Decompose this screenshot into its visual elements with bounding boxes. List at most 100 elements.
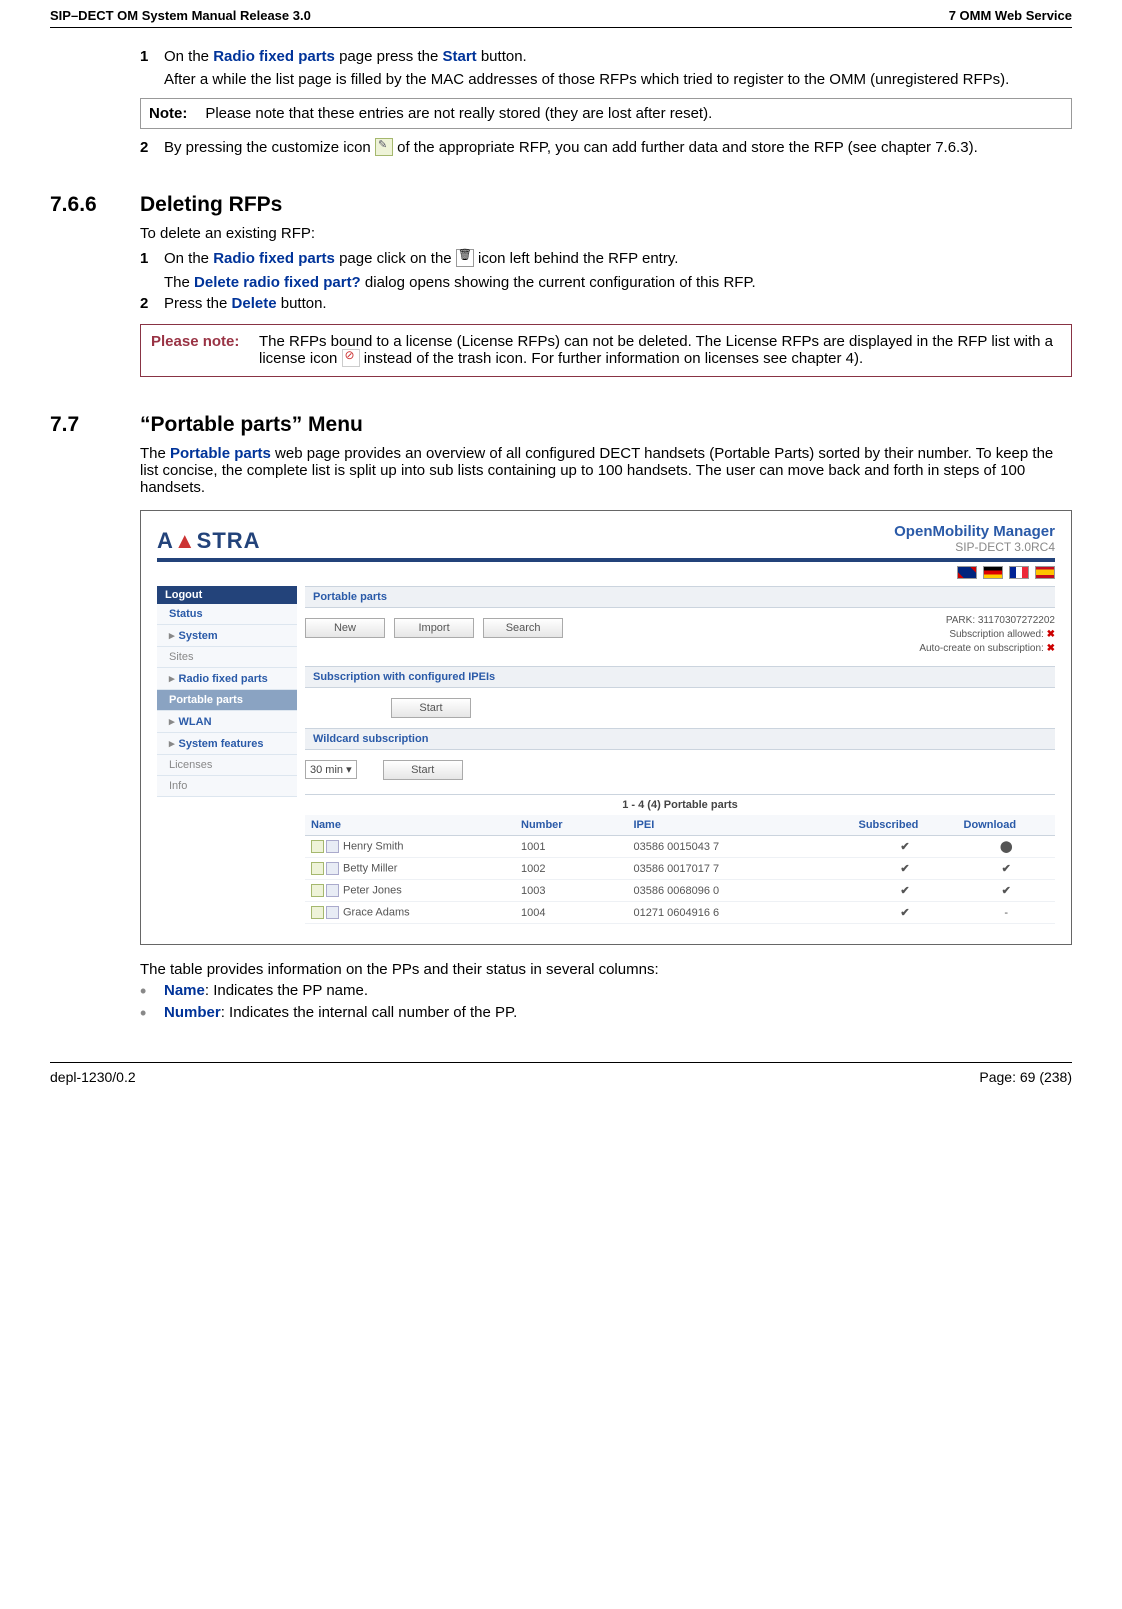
cell-subscribed: ✔ [853, 858, 958, 880]
table-row[interactable]: Peter Jones100303586 0068096 0✔✔ [305, 880, 1055, 902]
sidebar: Logout Status ▸System Sites ▸Radio fixed… [157, 586, 297, 924]
step-body: Press the Delete button. [164, 295, 1072, 312]
language-flags [157, 562, 1055, 586]
text: page click on the [335, 250, 456, 267]
col-name[interactable]: Name [305, 815, 515, 836]
flag-es-icon[interactable] [1035, 566, 1055, 579]
start-button-ref[interactable]: Start [442, 48, 476, 65]
trash-icon[interactable] [326, 862, 339, 875]
table-row[interactable]: Grace Adams100401271 0604916 6✔- [305, 902, 1055, 924]
col-subscribed[interactable]: Subscribed [853, 815, 958, 836]
flag-de-icon[interactable] [983, 566, 1003, 579]
header-right: 7 OMM Web Service [949, 8, 1072, 23]
trash-icon[interactable] [326, 884, 339, 897]
step-subtext: After a while the list page is filled by… [164, 71, 1072, 88]
col-download[interactable]: Download [958, 815, 1056, 836]
new-button[interactable]: New [305, 618, 385, 638]
section-title: Deleting RFPs [140, 193, 1072, 217]
sub-allowed-label: Subscription allowed: [949, 629, 1046, 640]
text: The [140, 445, 170, 462]
text: page press the [335, 48, 443, 65]
pp-table: Name Number IPEI Subscribed Download Hen… [305, 815, 1055, 924]
please-note-box: Please note: The RFPs bound to a license… [140, 324, 1072, 377]
section-title: “Portable parts” Menu [140, 413, 1072, 437]
table-row[interactable]: Betty Miller100203586 0017017 7✔✔ [305, 858, 1055, 880]
step-number: 2 [140, 295, 164, 312]
flag-fr-icon[interactable] [1009, 566, 1029, 579]
delete-step-1: 1 On the Radio fixed parts page click on… [140, 250, 1072, 291]
search-button[interactable]: Search [483, 618, 563, 638]
text: System [179, 630, 218, 642]
omm-title: OpenMobility Manager SIP-DECT 3.0RC4 [894, 523, 1055, 554]
expand-icon: ▸ [169, 716, 175, 728]
main-pane: Portable parts PARK: 31170307272202 Subs… [305, 586, 1055, 924]
sidebar-item-system[interactable]: ▸System [157, 625, 297, 647]
sidebar-item-system-features[interactable]: ▸System features [157, 733, 297, 755]
cell-number: 1003 [515, 880, 628, 902]
radio-fixed-parts-link[interactable]: Radio fixed parts [213, 250, 335, 267]
cell-number: 1001 [515, 836, 628, 858]
start-button[interactable]: Start [383, 760, 463, 780]
col-number[interactable]: Number [515, 815, 628, 836]
edit-icon[interactable] [311, 906, 324, 919]
edit-icon[interactable] [311, 840, 324, 853]
header-left: SIP–DECT OM System Manual Release 3.0 [50, 8, 311, 23]
duration-select[interactable]: 30 min ▾ [305, 760, 357, 779]
status-block: PARK: 31170307272202 Subscription allowe… [919, 614, 1055, 656]
section-number: 7.7 [50, 413, 140, 437]
sidebar-item-licenses[interactable]: Licenses [157, 755, 297, 776]
cell-number: 1002 [515, 858, 628, 880]
text: The table provides information on the PP… [140, 961, 1072, 978]
col-ipei[interactable]: IPEI [628, 815, 853, 836]
text: of the appropriate RFP, you can add furt… [393, 139, 978, 156]
text: By pressing the customize icon [164, 139, 375, 156]
trash-icon[interactable] [326, 906, 339, 919]
delete-dialog-ref[interactable]: Delete radio fixed part? [194, 274, 361, 291]
note-text: Please note that these entries are not r… [205, 105, 712, 122]
section-header-wildcard: Wildcard subscription [305, 728, 1055, 750]
sidebar-item-info[interactable]: Info [157, 776, 297, 797]
omm-version: SIP-DECT 3.0RC4 [894, 540, 1055, 554]
logout-button[interactable]: Logout [157, 586, 297, 604]
cell-name: Henry Smith [305, 836, 515, 858]
trash-icon[interactable] [326, 840, 339, 853]
delete-step-2: 2 Press the Delete button. [140, 295, 1072, 312]
portable-parts-link[interactable]: Portable parts [170, 445, 271, 462]
edit-icon[interactable] [311, 862, 324, 875]
sidebar-item-wlan[interactable]: ▸WLAN [157, 711, 297, 733]
cell-name: Betty Miller [305, 858, 515, 880]
sidebar-item-portable-parts[interactable]: Portable parts [157, 690, 297, 711]
import-button[interactable]: Import [394, 618, 474, 638]
auto-create-label: Auto-create on subscription: [919, 643, 1046, 654]
text: On the [164, 48, 213, 65]
park-value: 31170307272202 [978, 615, 1055, 626]
cell-download: - [958, 902, 1056, 924]
cell-name: Grace Adams [305, 902, 515, 924]
text: instead of the trash icon. For further i… [360, 350, 864, 367]
sidebar-item-rfp[interactable]: ▸Radio fixed parts [157, 668, 297, 690]
text: : Indicates the internal call number of … [221, 1004, 518, 1021]
sidebar-item-sites[interactable]: Sites [157, 647, 297, 668]
text: button. [277, 295, 327, 312]
text: Press the [164, 295, 232, 312]
page-header: SIP–DECT OM System Manual Release 3.0 7 … [50, 8, 1072, 28]
start-button[interactable]: Start [391, 698, 471, 718]
text: web page provides an overview of all con… [140, 445, 1053, 496]
page-footer: depl-1230/0.2 Page: 69 (238) [50, 1062, 1072, 1085]
section-paragraph: The Portable parts web page provides an … [140, 445, 1072, 496]
delete-button-ref[interactable]: Delete [232, 295, 277, 312]
cell-ipei: 01271 0604916 6 [628, 902, 853, 924]
table-row[interactable]: Henry Smith100103586 0015043 7✔⬤ [305, 836, 1055, 858]
brand-triangle-icon: ▲ [174, 528, 197, 553]
radio-fixed-parts-link[interactable]: Radio fixed parts [213, 48, 335, 65]
expand-icon: ▸ [169, 673, 175, 685]
cell-subscribed: ✔ [853, 880, 958, 902]
please-note-body: The RFPs bound to a license (License RFP… [259, 333, 1061, 368]
flag-uk-icon[interactable] [957, 566, 977, 579]
cell-download: ⬤ [958, 836, 1056, 858]
pp-table-wrap: 1 - 4 (4) Portable parts Name Number IPE… [305, 794, 1055, 924]
edit-icon[interactable] [311, 884, 324, 897]
screenshot-portable-parts: A▲STRA OpenMobility Manager SIP-DECT 3.0… [140, 510, 1072, 945]
sidebar-item-status[interactable]: Status [157, 604, 297, 625]
step-number: 1 [140, 250, 164, 291]
